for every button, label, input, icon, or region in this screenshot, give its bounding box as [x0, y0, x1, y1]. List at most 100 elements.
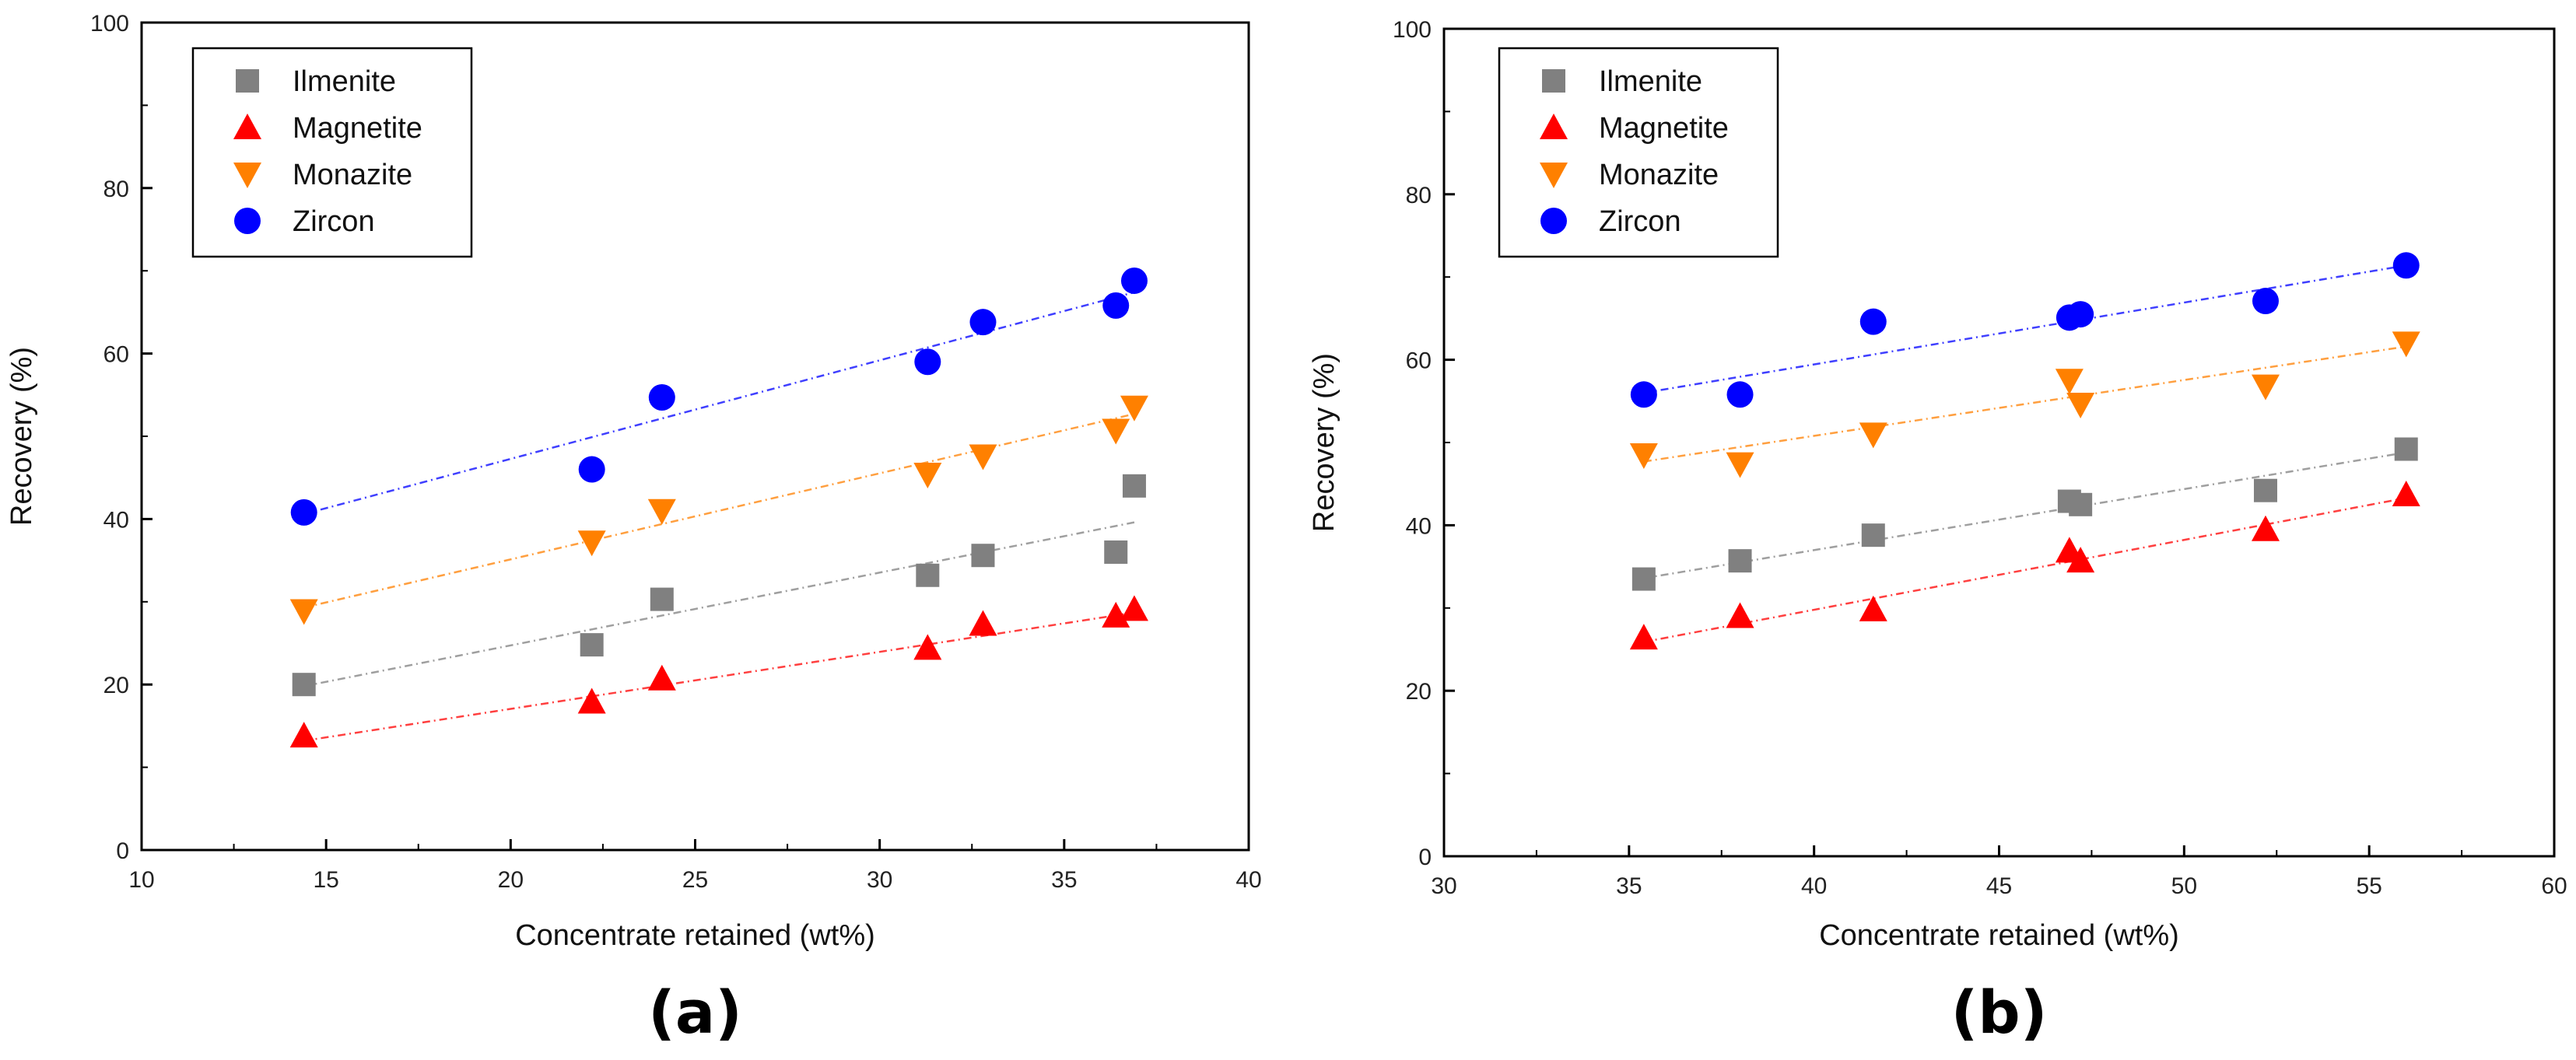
magnetite-point — [2066, 547, 2095, 573]
legend-marker-zircon — [1540, 208, 1567, 234]
y-tick-label: 100 — [90, 11, 129, 37]
x-axis-title: Concentrate retained (wt%) — [1819, 919, 2179, 952]
y-axis-title: Recovery (%) — [5, 347, 38, 526]
x-tick-label: 15 — [313, 867, 338, 893]
ilmenite-point — [1631, 567, 1656, 591]
y-tick-label: 0 — [116, 838, 129, 864]
x-tick-label: 40 — [1235, 867, 1261, 893]
legend-marker-magnetite — [1540, 114, 1568, 139]
zircon-point — [1726, 381, 1754, 408]
monazite-point — [289, 599, 318, 625]
x-tick-label: 10 — [128, 867, 154, 893]
trendline-zircon — [303, 291, 1135, 516]
zircon-point — [290, 499, 317, 526]
monazite-point — [2055, 369, 2084, 395]
zircon-point — [969, 309, 997, 336]
legend-marker-zircon — [234, 208, 261, 234]
legend-label-monazite: Monazite — [1599, 159, 1719, 191]
x-tick-label: 40 — [1801, 873, 1827, 899]
ilmenite-point — [2253, 478, 2277, 502]
y-tick-label: 80 — [103, 177, 129, 202]
magnetite-point — [1120, 595, 1148, 621]
y-tick-label: 20 — [1406, 679, 1432, 705]
trendline-magnetite — [1643, 497, 2406, 643]
ilmenite-point — [2069, 492, 2093, 516]
magnetite-point — [969, 610, 997, 636]
y-tick-label: 40 — [103, 507, 129, 533]
legend-marker-magnetite — [233, 114, 261, 139]
magnetite-point — [913, 634, 942, 660]
trendline-ilmenite — [303, 521, 1135, 687]
zircon-point — [648, 383, 675, 411]
zircon-point — [1102, 292, 1130, 319]
legend-label-zircon: Zircon — [1599, 205, 1681, 238]
trendline-monazite — [1643, 345, 2406, 463]
y-tick-label: 20 — [103, 673, 129, 698]
ilmenite-point — [2394, 437, 2418, 461]
monazite-point — [1726, 452, 1754, 478]
monazite-point — [1102, 418, 1130, 445]
monazite-point — [1629, 443, 1658, 469]
monazite-point — [577, 530, 606, 557]
ilmenite-point — [1728, 549, 1752, 573]
magnetite-point — [2251, 515, 2280, 541]
zircon-point — [914, 348, 941, 376]
zircon-point — [2252, 288, 2279, 315]
magnetite-point — [1726, 602, 1754, 628]
x-tick-label: 20 — [498, 867, 524, 893]
x-axis-title: Concentrate retained (wt%) — [515, 919, 875, 952]
chart-panel-b: 30 35 40 45 50 55 60 0 20 40 60 80 100 Concentrate re… — [1308, 17, 2567, 1047]
y-tick-label: 60 — [1406, 348, 1432, 374]
x-tick-label: 45 — [1986, 873, 2012, 899]
legend-marker-monazite — [233, 163, 261, 188]
y-tick-label: 80 — [1406, 183, 1432, 208]
legend-marker-ilmenite — [236, 69, 259, 93]
monazite-point — [913, 462, 942, 488]
monazite-point — [2251, 374, 2280, 401]
monazite-point — [969, 444, 997, 471]
legend-label-magnetite: Magnetite — [293, 112, 422, 145]
magnetite-point — [289, 722, 318, 748]
ilmenite-point — [1861, 523, 1885, 547]
x-tick-label: 35 — [1616, 873, 1642, 899]
panel-label: (a) — [648, 978, 742, 1047]
monazite-point — [1859, 422, 1887, 449]
magnetite-point — [2392, 481, 2420, 507]
zircon-point — [2067, 301, 2094, 328]
monazite-point — [2392, 331, 2420, 358]
x-tick-label: 50 — [2171, 873, 2197, 899]
legend-label-ilmenite: Ilmenite — [293, 65, 396, 98]
chart-panel-a: 10 15 20 25 30 35 40 0 20 40 60 80 100 Concentrate re… — [5, 11, 1262, 1047]
legend-label-ilmenite: Ilmenite — [1599, 65, 1702, 98]
monazite-point — [1120, 395, 1148, 422]
ilmenite-point — [1122, 474, 1146, 498]
y-tick-label: 40 — [1406, 513, 1432, 539]
ilmenite-point — [971, 544, 995, 568]
y-tick-label: 100 — [1393, 17, 1432, 43]
x-tick-label: 30 — [867, 867, 892, 893]
ilmenite-point — [580, 633, 604, 657]
trendline-magnetite — [303, 611, 1135, 742]
trendline-monazite — [303, 413, 1135, 609]
legend-marker-monazite — [1540, 163, 1568, 188]
y-tick-label: 0 — [1418, 845, 1432, 870]
x-tick-label: 35 — [1051, 867, 1077, 893]
ilmenite-point — [292, 673, 316, 697]
zircon-point — [1859, 308, 1887, 335]
monazite-point — [2066, 393, 2095, 419]
panel-label: (b) — [1951, 978, 2048, 1047]
zircon-point — [1120, 267, 1148, 294]
ilmenite-point — [916, 563, 940, 587]
zircon-point — [1630, 381, 1657, 408]
legend-label-magnetite: Magnetite — [1599, 112, 1729, 145]
monazite-point — [647, 499, 676, 525]
ilmenite-point — [1104, 540, 1128, 564]
trendline-ilmenite — [1643, 451, 2406, 579]
x-tick-label: 30 — [1431, 873, 1456, 899]
x-tick-label: 25 — [682, 867, 708, 893]
legend-label-monazite: Monazite — [293, 159, 412, 191]
magnetite-point — [1859, 595, 1887, 621]
magnetite-point — [1102, 601, 1130, 628]
zircon-point — [2392, 252, 2420, 279]
